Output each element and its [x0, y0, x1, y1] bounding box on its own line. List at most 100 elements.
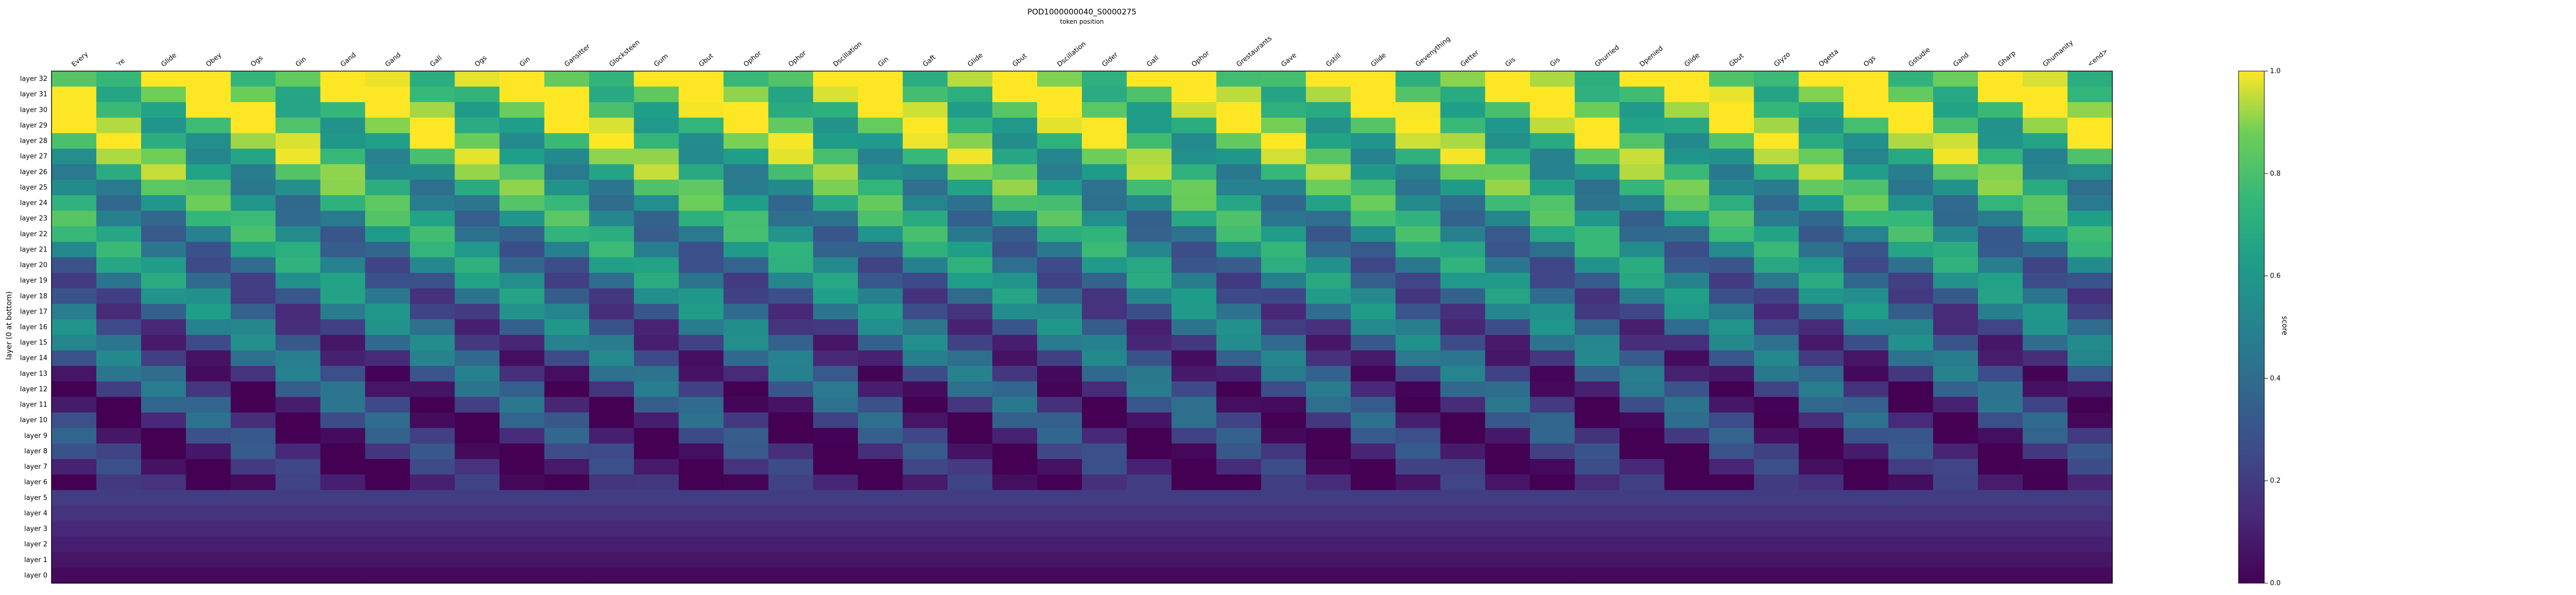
- heatmap-cell: [1933, 335, 1978, 351]
- heatmap-cell: [2023, 366, 2068, 382]
- heatmap-cell: [1216, 552, 1262, 568]
- heatmap-cell: [1619, 257, 1665, 274]
- heatmap-cell: [52, 211, 97, 227]
- heatmap-cell: [858, 319, 903, 335]
- heatmap-cell: [454, 71, 500, 87]
- heatmap-cell: [1843, 350, 1889, 366]
- heatmap-cell: [1888, 164, 1934, 180]
- heatmap-cell: [275, 211, 321, 227]
- heatmap-cell: [2023, 428, 2068, 444]
- heatmap-cell: [1799, 117, 1844, 134]
- heatmap-cell: [634, 428, 679, 444]
- heatmap-cell: [1261, 71, 1307, 87]
- heatmap-cell: [1440, 164, 1486, 180]
- heatmap-cell: [1709, 102, 1754, 118]
- heatmap-cell: [992, 412, 1038, 429]
- heatmap-cell: [365, 303, 411, 320]
- heatmap-cell: [410, 102, 455, 118]
- x-tick-label: Gansitter: [563, 42, 592, 69]
- heatmap-cell: [1485, 211, 1531, 227]
- heatmap-cell: [544, 288, 590, 304]
- heatmap-cell: [185, 211, 231, 227]
- heatmap-cell: [1530, 226, 1575, 242]
- heatmap-cell: [1574, 195, 1620, 211]
- heatmap-cell: [589, 303, 635, 320]
- heatmap-cell: [1171, 273, 1217, 289]
- heatmap-cell: [1350, 242, 1396, 258]
- heatmap-cell: [723, 133, 769, 149]
- x-tick-label: Gin: [518, 55, 532, 69]
- x-tick-label: Glide: [160, 52, 178, 69]
- heatmap-cell: [1306, 397, 1351, 413]
- heatmap-cell: [1440, 366, 1486, 382]
- heatmap-cell: [96, 459, 142, 475]
- heatmap-cell: [634, 412, 679, 429]
- heatmap-cell: [723, 335, 769, 351]
- heatmap-cell: [1574, 288, 1620, 304]
- heatmap-cell: [230, 350, 276, 366]
- heatmap-cell: [2067, 133, 2113, 149]
- heatmap-cell: [52, 273, 97, 289]
- heatmap-cell: [1261, 490, 1307, 506]
- heatmap-cell: [1395, 474, 1441, 490]
- heatmap-cell: [1037, 102, 1082, 118]
- heatmap-cell: [1619, 335, 1665, 351]
- heatmap-cell: [768, 536, 814, 553]
- heatmap-cell: [2023, 148, 2068, 165]
- heatmap-cell: [454, 273, 500, 289]
- heatmap-cell: [1306, 552, 1351, 568]
- plot-frame: [51, 71, 2113, 584]
- heatmap-cell: [1619, 195, 1665, 211]
- heatmap-cell: [275, 303, 321, 320]
- heatmap-cell: [1530, 179, 1575, 196]
- heatmap-cell: [1978, 133, 2023, 149]
- heatmap-cell: [858, 567, 903, 584]
- heatmap-cell: [768, 443, 814, 460]
- heatmap-cell: [1754, 117, 1799, 134]
- heatmap-cell: [1888, 335, 1934, 351]
- heatmap-cell: [454, 226, 500, 242]
- heatmap-cell: [141, 273, 187, 289]
- heatmap-cell: [1261, 242, 1307, 258]
- heatmap-cell: [320, 257, 366, 274]
- colorbar-label: score: [2280, 316, 2289, 335]
- heatmap-cell: [544, 381, 590, 398]
- heatmap-cell: [1664, 397, 1709, 413]
- heatmap-cell: [1530, 117, 1575, 134]
- heatmap-cell: [185, 381, 231, 398]
- heatmap-cell: [1530, 303, 1575, 320]
- heatmap-cell: [1216, 335, 1262, 351]
- heatmap-cell: [275, 226, 321, 242]
- heatmap-cell: [589, 117, 635, 134]
- x-axis-label: token position: [1060, 18, 1104, 25]
- heatmap-cell: [275, 273, 321, 289]
- heatmap-cell: [1350, 428, 1396, 444]
- heatmap-cell: [1709, 133, 1754, 149]
- heatmap-cell: [1261, 412, 1307, 429]
- heatmap-cell: [1395, 133, 1441, 149]
- heatmap-cell: [1306, 164, 1351, 180]
- heatmap-cell: [96, 552, 142, 568]
- heatmap-cell: [320, 381, 366, 398]
- heatmap-cell: [1799, 521, 1844, 537]
- heatmap-cell: [2023, 211, 2068, 227]
- heatmap-cell: [1888, 505, 1934, 522]
- heatmap-cell: [185, 474, 231, 490]
- heatmap-cell: [1485, 474, 1531, 490]
- heatmap-cell: [1888, 397, 1934, 413]
- heatmap-cell: [365, 87, 411, 103]
- heatmap-cell: [813, 490, 858, 506]
- heatmap-cell: [52, 567, 97, 584]
- heatmap-cell: [454, 102, 500, 118]
- heatmap-cell: [1395, 117, 1441, 134]
- heatmap-cell: [1216, 71, 1262, 87]
- heatmap-cell: [723, 490, 769, 506]
- heatmap-cell: [1350, 412, 1396, 429]
- x-tick-label: Gall: [1145, 54, 1160, 69]
- heatmap-cell: [1126, 567, 1172, 584]
- x-tick-label: Dscillation: [832, 40, 863, 69]
- heatmap-cell: [320, 226, 366, 242]
- heatmap-cell: [1933, 490, 1978, 506]
- heatmap-cell: [96, 366, 142, 382]
- heatmap-cell: [320, 148, 366, 165]
